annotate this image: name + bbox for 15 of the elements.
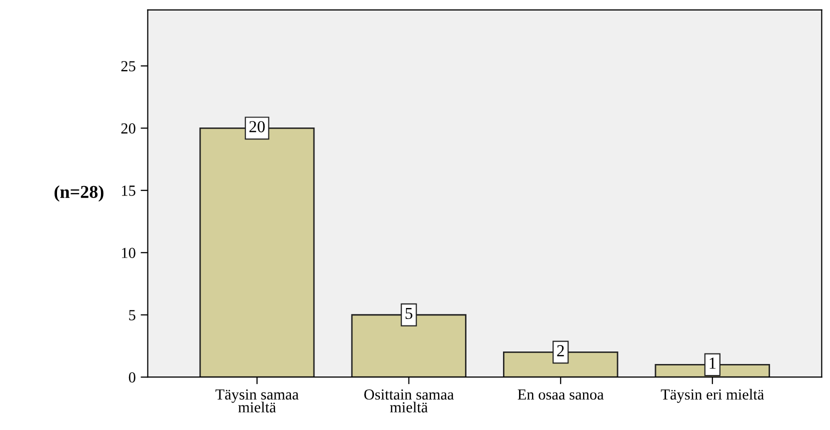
data-label: 5 [406, 308, 412, 320]
x-tick-label: Osittain samaa mieltä [364, 389, 454, 412]
y-tick-label: 0 [128, 372, 136, 383]
data-label: 20 [249, 121, 265, 132]
y-tick-label: 15 [122, 186, 136, 196]
y-tick-label: 25 [121, 61, 136, 72]
x-tick-label: Täysin eri mieltä [660, 388, 764, 403]
x-tick-label: En osaa sanoa [518, 390, 604, 400]
y-tick-label: 10 [122, 248, 136, 258]
x-tick-label: Täysin samaa mieltä [216, 389, 299, 412]
data-label: 1 [710, 358, 716, 369]
y-tick-label: 5 [129, 310, 136, 320]
data-label: 2 [557, 345, 564, 356]
y-axis-title: (n=28) [54, 185, 104, 202]
y-tick-label: 20 [121, 123, 136, 134]
